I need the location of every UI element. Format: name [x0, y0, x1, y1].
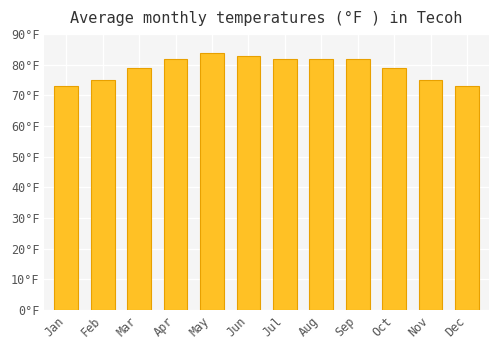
Bar — [164, 59, 188, 310]
Bar — [419, 80, 442, 310]
Bar — [236, 56, 260, 310]
Bar — [54, 86, 78, 310]
Bar — [310, 59, 333, 310]
Bar — [382, 68, 406, 310]
Bar — [346, 59, 370, 310]
Title: Average monthly temperatures (°F ) in Tecoh: Average monthly temperatures (°F ) in Te… — [70, 11, 463, 26]
Bar — [273, 59, 296, 310]
Bar — [455, 86, 479, 310]
Bar — [128, 68, 151, 310]
Bar — [91, 80, 114, 310]
Bar — [200, 52, 224, 310]
